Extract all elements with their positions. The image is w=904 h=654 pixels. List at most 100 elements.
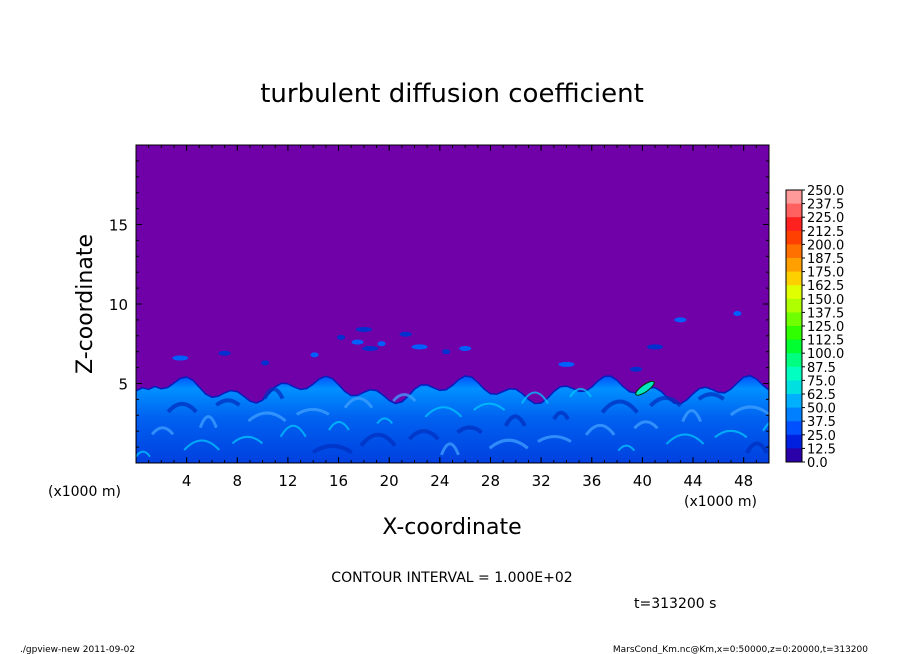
turbulent-patch: [733, 311, 742, 317]
turbulence-streak: [328, 421, 350, 431]
turbulent-patches: [172, 311, 742, 396]
colorbar-label: 187.5: [807, 252, 844, 267]
x-axis-ticks: 4 8 12 16 20 24 28 32 36 40 44 48: [148, 145, 757, 490]
turbulence-streak: [343, 396, 374, 409]
turbulence-streak: [745, 441, 769, 455]
colorbar-segment: [786, 380, 802, 395]
high-value-contour: [635, 380, 655, 396]
colorbar-segment: [786, 258, 802, 273]
footer-right: MarsCond_Km.nc@Km,x=0:50000,z=0:20000,t=…: [613, 645, 868, 654]
x-unit-left: (x1000 m): [48, 484, 121, 500]
colorbar-label: 225.0: [807, 211, 844, 226]
colorbar-label: 162.5: [807, 279, 844, 294]
colorbar-label: 12.5: [807, 442, 836, 457]
colorbar-label: 37.5: [807, 415, 836, 430]
turbulent-patch: [362, 346, 379, 352]
turbulent-patch: [310, 352, 319, 358]
turbulent-patch: [411, 344, 428, 350]
colorbar-label: 62.5: [807, 388, 836, 403]
colorbar-label: 25.0: [807, 429, 836, 444]
x-tick-label: 12: [278, 472, 297, 490]
turbulence-streak: [504, 414, 527, 427]
x-tick-label: 36: [582, 472, 601, 490]
colorbar-label: 237.5: [807, 198, 844, 213]
turbulence-streak: [569, 387, 592, 398]
y-axis-label: Z-coordinate: [73, 234, 98, 374]
turbulence-streak: [584, 423, 616, 436]
colorbar-label: 87.5: [807, 361, 836, 376]
x-tick-label: 28: [481, 472, 500, 490]
turbulence-streak: [697, 392, 725, 401]
y-tick-label: 5: [118, 376, 128, 394]
colorbar-segment: [786, 339, 802, 354]
colorbar-segment: [786, 394, 802, 409]
turbulence-streak: [521, 391, 549, 404]
colorbar-label: 125.0: [807, 320, 844, 335]
x-axis-label: X-coordinate: [382, 515, 521, 540]
turbulence-streak: [456, 425, 483, 435]
colorbar-segment: [786, 407, 802, 422]
x-tick-label: 40: [633, 472, 652, 490]
turbulent-patch: [647, 344, 664, 350]
turbulence-streak: [617, 444, 636, 452]
colorbar-label: 212.5: [807, 225, 844, 240]
colorbar-label: 175.0: [807, 266, 844, 281]
x-tick-label: 8: [233, 472, 243, 490]
turbulence-streak: [472, 402, 506, 411]
colorbar-label: 50.0: [807, 402, 836, 417]
turbulence-streak: [714, 429, 748, 439]
turbulence-streak: [537, 435, 572, 443]
turbulent-patch: [674, 317, 687, 323]
contour-interval-label: CONTOUR INTERVAL = 1.000E+02: [331, 570, 572, 586]
colorbar-segment: [786, 434, 802, 449]
turbulence-streak: [424, 406, 463, 418]
colorbar-segment: [786, 366, 802, 381]
turbulence-streak: [231, 435, 264, 445]
turbulence-streak: [295, 407, 330, 416]
turbulence-streak: [762, 421, 769, 432]
turbulence-streak: [488, 438, 529, 450]
colorbar-label: 137.5: [807, 306, 844, 321]
turbulence-streak: [440, 442, 460, 456]
colorbar-segment: [786, 312, 802, 327]
colorbar-segment: [786, 203, 802, 218]
colorbar-segment: [786, 271, 802, 286]
turbulent-patch: [558, 361, 575, 367]
turbulent-patch: [399, 331, 412, 337]
x-tick-label: 32: [532, 472, 551, 490]
turbulent-patch: [172, 355, 189, 361]
colorbar-label: 0.0: [807, 456, 828, 471]
colorbar-label: 75.0: [807, 374, 836, 389]
colorbar-segment: [786, 448, 802, 463]
turbulence-streak: [376, 417, 393, 425]
turbulence-streak: [183, 439, 220, 451]
y-tick-label: 15: [109, 217, 128, 235]
turbulent-patch: [459, 346, 472, 352]
turbulence-streak: [552, 410, 570, 421]
x-tick-label: 4: [182, 472, 192, 490]
colorbar-label: 200.0: [807, 238, 844, 253]
turbulence-streak: [136, 450, 151, 458]
turbulent-patch: [218, 350, 231, 356]
turbulence-streak: [600, 399, 639, 414]
colorbar-label: 112.5: [807, 334, 844, 349]
turbulence-streak: [392, 393, 417, 403]
turbulence-streak: [681, 409, 703, 423]
colorbar-label: 250.0: [807, 184, 844, 199]
turbulence-streak: [279, 424, 307, 438]
turbulence-streak: [215, 398, 241, 407]
turbulence-streak: [198, 415, 218, 429]
turbulent-layer: [136, 374, 769, 463]
turbulent-patch: [355, 326, 372, 332]
time-label: t=313200 s: [634, 596, 716, 612]
turbulence-streak: [729, 405, 769, 417]
turbulent-patch: [377, 341, 386, 347]
colorbar: 250.0237.5225.0212.5200.0187.5175.0162.5…: [785, 184, 844, 471]
y-axis-ticks: 5 10 15: [109, 160, 769, 448]
colorbar-segment: [786, 190, 802, 205]
x-unit-right: (x1000 m): [684, 494, 757, 510]
y-tick-label: 10: [109, 296, 128, 314]
turbulence-streak: [166, 401, 198, 414]
colorbar-segment: [786, 298, 802, 313]
